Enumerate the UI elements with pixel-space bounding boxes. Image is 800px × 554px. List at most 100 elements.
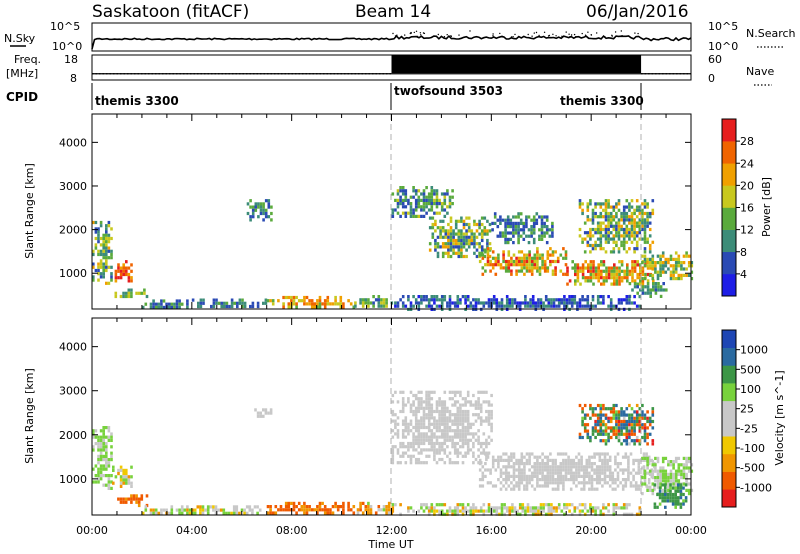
- data-cell: [105, 236, 108, 241]
- data-cell: [687, 469, 691, 473]
- data-cell: [594, 243, 597, 248]
- data-cell: [102, 256, 105, 260]
- data-cell: [525, 474, 529, 478]
- data-cell: [404, 195, 408, 199]
- data-cell: [460, 219, 463, 223]
- data-cell: [99, 224, 103, 228]
- data-cell: [440, 406, 444, 410]
- data-cell: [581, 202, 584, 206]
- data-cell: [667, 460, 670, 464]
- data-cell: [457, 229, 461, 233]
- data-cell: [427, 304, 431, 308]
- data-cell: [643, 423, 647, 427]
- data-cell: [201, 508, 205, 512]
- data-cell: [417, 198, 421, 202]
- data-cell: [533, 455, 537, 459]
- data-cell: [538, 455, 542, 459]
- data-cell: [446, 304, 449, 308]
- data-cell: [482, 390, 486, 394]
- data-cell: [202, 298, 205, 302]
- data-cell: [453, 416, 457, 420]
- data-cell: [508, 304, 512, 308]
- data-cell: [443, 461, 447, 465]
- data-cell: [672, 472, 675, 476]
- data-cell: [470, 232, 474, 236]
- data-cell: [512, 234, 515, 238]
- data-cell: [102, 249, 105, 253]
- data-cell: [464, 441, 467, 446]
- data-cell: [422, 413, 426, 417]
- data-cell: [412, 409, 415, 414]
- data-cell: [638, 423, 642, 427]
- data-cell: [560, 301, 564, 305]
- data-cell: [414, 441, 418, 446]
- data-cell: [643, 264, 647, 268]
- data-cell: [469, 403, 473, 407]
- data-cell: [594, 429, 597, 433]
- data-cell: [282, 302, 285, 306]
- data-cell: [607, 224, 610, 228]
- data-cell: [684, 496, 688, 500]
- data-cell: [473, 222, 476, 227]
- data-cell: [685, 267, 688, 271]
- data-cell: [412, 441, 415, 446]
- data-cell: [157, 511, 161, 515]
- data-cell: [478, 222, 481, 227]
- data-cell: [222, 508, 226, 512]
- data-cell: [541, 259, 544, 264]
- data-cell: [649, 291, 652, 295]
- data-cell: [99, 259, 103, 263]
- data-cell: [495, 301, 499, 305]
- data-cell: [581, 240, 584, 244]
- data-cell: [630, 224, 634, 228]
- data-cell: [589, 231, 592, 235]
- data-cell: [597, 272, 600, 277]
- data-cell: [484, 250, 487, 254]
- data-cell: [474, 432, 478, 436]
- data-cell: [616, 474, 620, 478]
- data-cell: [107, 435, 111, 439]
- data-cell: [669, 469, 673, 473]
- data-cell: [593, 462, 596, 466]
- cpid-segment-1: themis 3300: [95, 94, 179, 108]
- data-cell: [494, 256, 498, 260]
- data-cell: [669, 486, 672, 490]
- data-cell: [641, 482, 644, 486]
- data-cell: [654, 456, 657, 460]
- data-cell: [674, 472, 678, 476]
- data-cell: [175, 305, 179, 309]
- data-cell: [493, 212, 497, 216]
- data-cell: [451, 445, 454, 449]
- data-cell: [538, 228, 541, 232]
- data-cell: [92, 278, 95, 282]
- data-cell: [590, 478, 594, 482]
- data-cell: [461, 409, 465, 414]
- data-cell: [607, 426, 610, 430]
- data-cell: [105, 483, 108, 487]
- data-cell: [446, 425, 449, 430]
- data-cell: [523, 253, 526, 257]
- data-cell: [430, 208, 434, 212]
- data-cell: [466, 413, 470, 417]
- data-cell: [497, 256, 500, 260]
- data-cell: [487, 509, 491, 513]
- data-cell: [547, 301, 551, 305]
- data-cell: [107, 220, 111, 225]
- data-cell: [456, 454, 460, 458]
- data-cell: [428, 242, 432, 246]
- data-cell: [589, 276, 593, 280]
- data-cell: [628, 272, 632, 277]
- data-cell: [637, 471, 641, 475]
- data-cell: [347, 501, 350, 505]
- data-cell: [452, 232, 455, 236]
- data-cell: [565, 304, 569, 308]
- data-cell: [564, 458, 568, 462]
- data-cell: [396, 205, 400, 209]
- data-cell: [149, 305, 153, 309]
- data-cell: [417, 457, 421, 462]
- velocity-colorbar-frame: [721, 329, 737, 508]
- data-cell: [474, 301, 478, 305]
- data-cell: [173, 305, 176, 309]
- data-cell: [125, 260, 128, 264]
